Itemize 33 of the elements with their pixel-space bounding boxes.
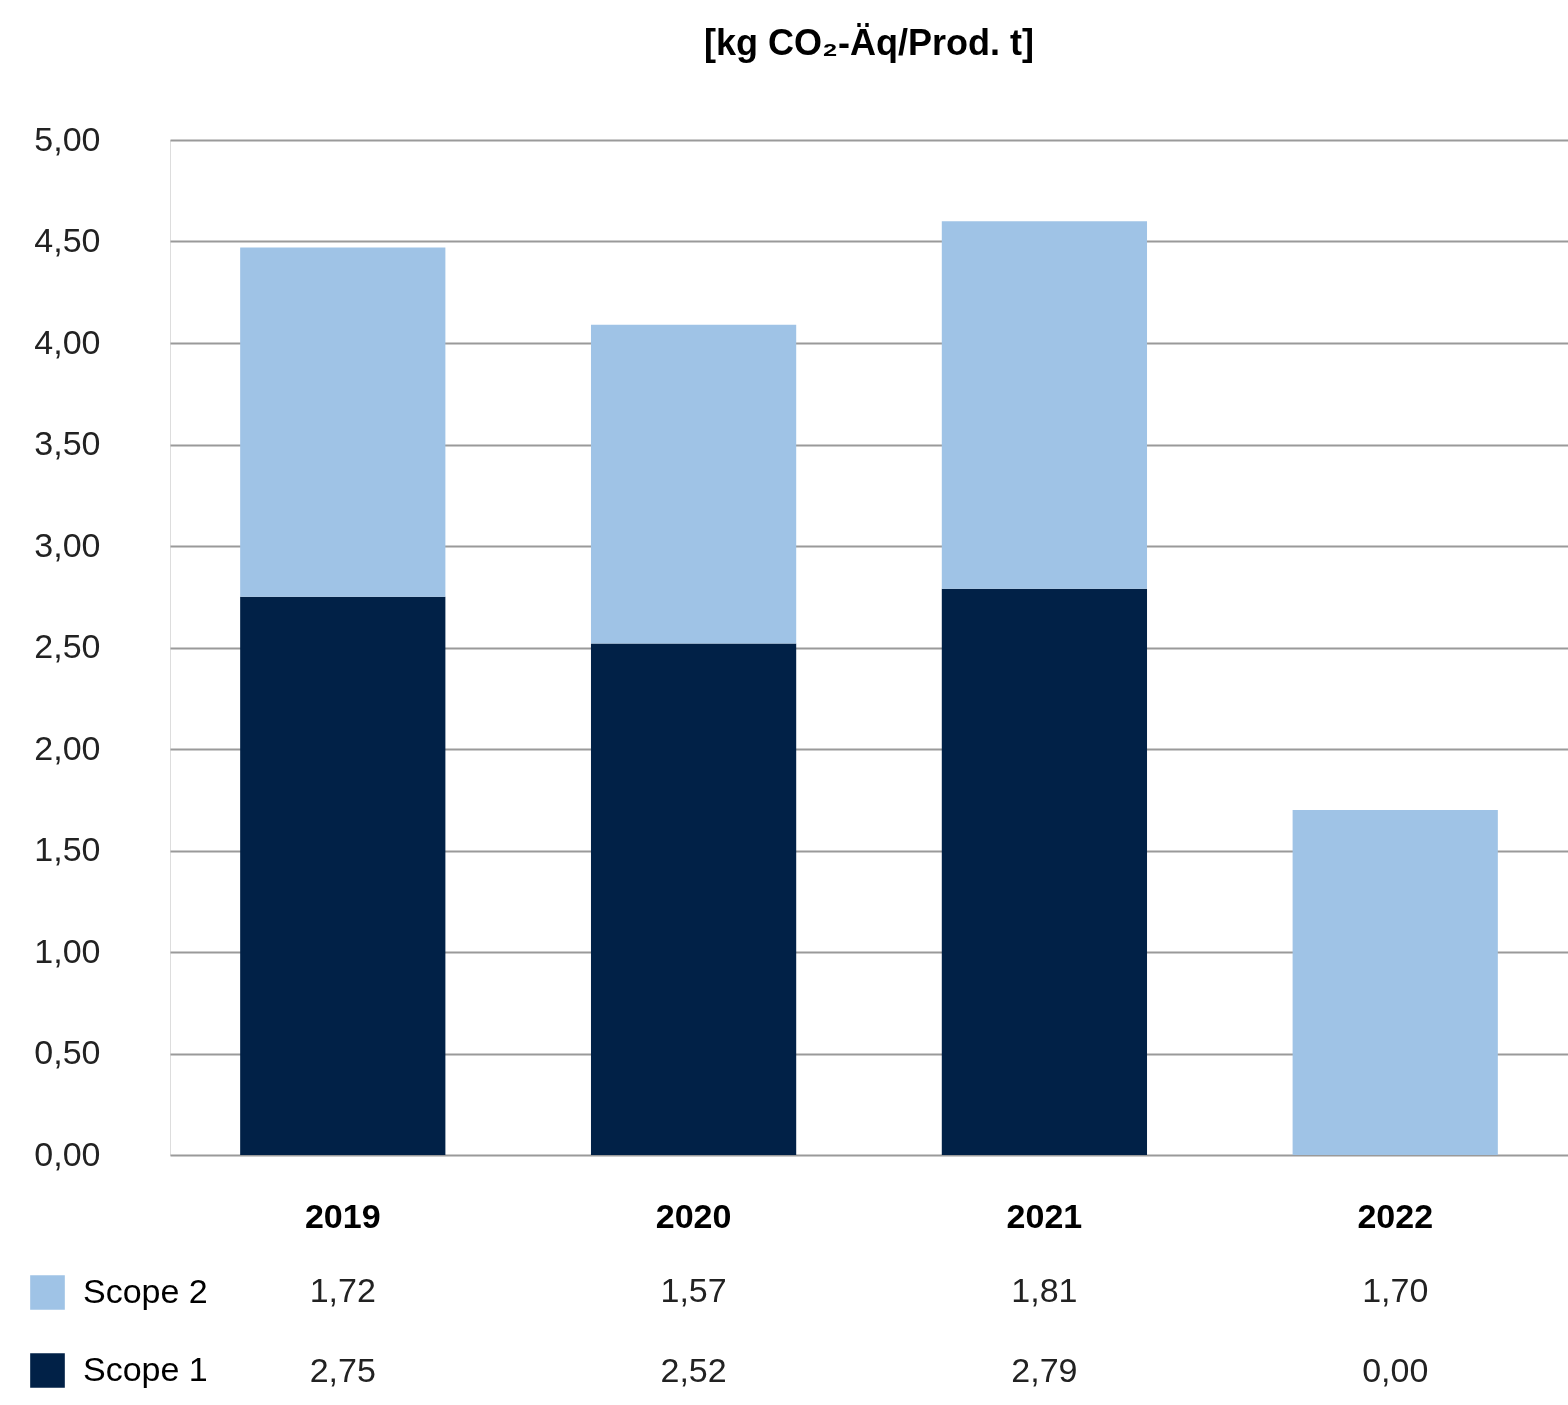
y-tick-label: 1,50	[34, 830, 101, 868]
data-label: 2,75	[309, 1351, 376, 1389]
y-tick-label: 5,00	[34, 119, 101, 158]
bar	[941, 588, 1148, 1155]
data-label: 2,52	[660, 1351, 727, 1389]
bar	[240, 596, 446, 1155]
x-tick-label: 2019	[304, 1196, 381, 1235]
x-tick-label: 2021	[1006, 1196, 1083, 1235]
legend-label: Scope 1	[83, 1349, 208, 1388]
y-tick-label: 3,00	[34, 525, 101, 564]
data-label: 0,00	[1362, 1351, 1429, 1389]
x-tick-label: 2022	[1357, 1196, 1434, 1235]
y-tick-label: 2,00	[34, 728, 101, 767]
x-tick-label: 2020	[655, 1196, 732, 1235]
data-label: 2,79	[1011, 1351, 1078, 1389]
y-tick-label: 0,00	[34, 1134, 101, 1173]
y-tick-label: 4,00	[34, 322, 101, 361]
data-label: 1,81	[1011, 1271, 1078, 1309]
y-tick-label: 3,50	[34, 424, 101, 462]
bar	[941, 221, 1148, 589]
y-tick-label: 2,50	[34, 627, 101, 665]
chart-title: [kg CO₂-Äq/Prod. t]	[704, 22, 1034, 63]
bar	[590, 643, 797, 1155]
bar	[240, 247, 446, 597]
y-tick-label: 1,00	[34, 931, 101, 970]
data-label: 1,72	[309, 1271, 376, 1309]
y-tick-label: 0,50	[34, 1033, 101, 1071]
data-label: 1,70	[1362, 1271, 1429, 1309]
data-label: 1,57	[660, 1271, 727, 1309]
bar	[590, 324, 797, 644]
legend-label: Scope 2	[83, 1271, 208, 1310]
y-tick-label: 4,50	[34, 221, 101, 259]
bar	[1292, 809, 1498, 1155]
